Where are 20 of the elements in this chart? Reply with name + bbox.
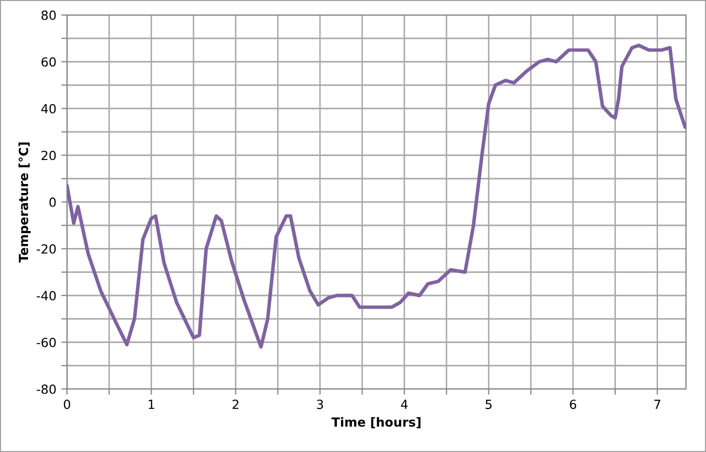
- y-axis-title: Temperature [°C]: [18, 142, 31, 262]
- y-tick-label: -20: [36, 244, 56, 254]
- y-tick-label: -80: [36, 384, 56, 394]
- y-tick-label: -60: [36, 338, 56, 348]
- x-tick-label: 0: [64, 400, 70, 410]
- y-tick-label: 20: [42, 150, 56, 160]
- y-tick-label: 60: [42, 57, 56, 67]
- y-tick-label: 40: [41, 104, 56, 114]
- x-tick-label: 6: [570, 400, 576, 410]
- x-tick-label: 1: [148, 400, 154, 409]
- line-series: [67, 44, 686, 349]
- x-tick-label: 7: [654, 400, 660, 409]
- y-tick-label: 0: [49, 197, 56, 207]
- x-tick-label: 5: [486, 400, 492, 410]
- y-tick-label: 80: [42, 10, 56, 20]
- y-tick-label: -40: [36, 290, 56, 300]
- x-tick-label: 2: [232, 400, 238, 409]
- x-tick-label: 4: [400, 400, 408, 409]
- x-tick-label: 3: [316, 400, 323, 410]
- x-axis-title: Time [hours]: [332, 417, 420, 428]
